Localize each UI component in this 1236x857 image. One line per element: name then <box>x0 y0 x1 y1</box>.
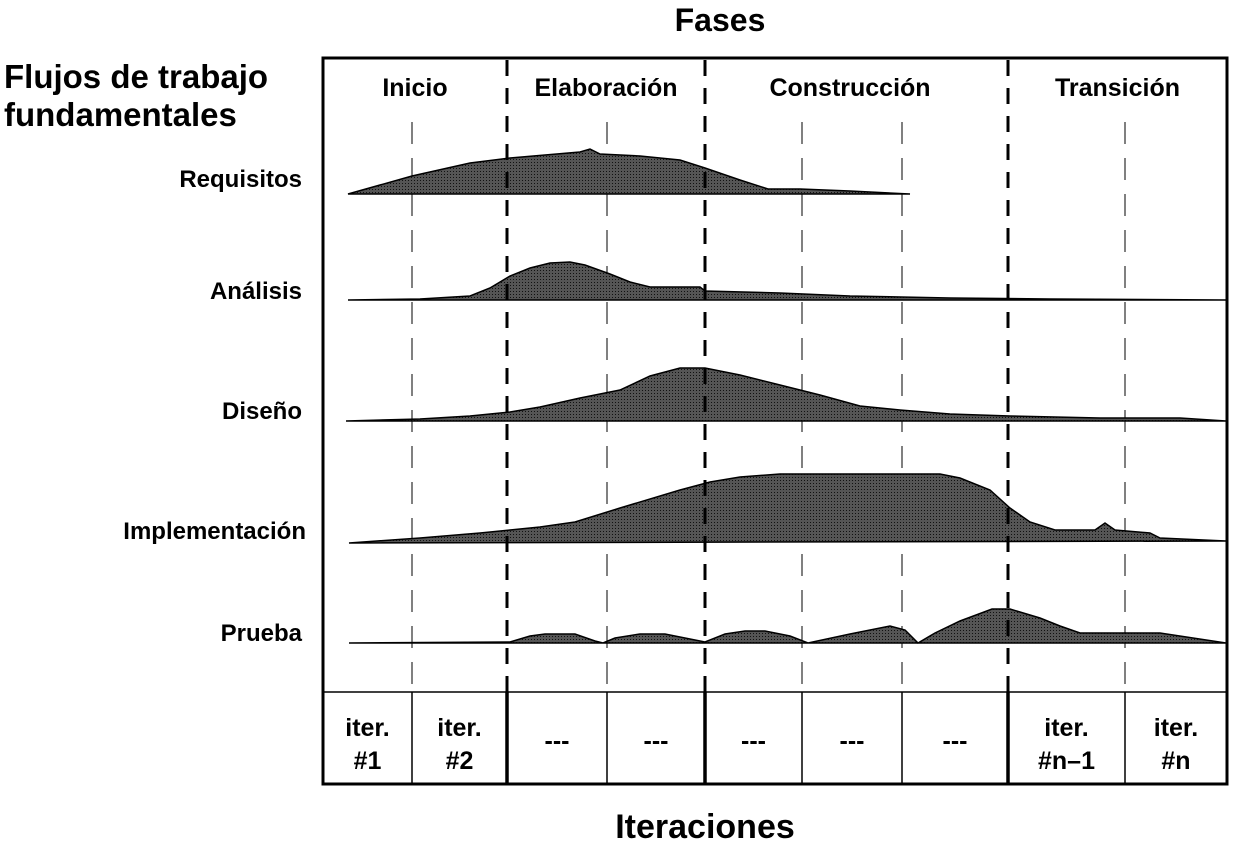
iteration-line2: #1 <box>353 747 382 775</box>
iteration-cell-separators <box>411 692 1126 784</box>
workflows-title: Flujos de trabajo fundamentales <box>4 58 268 134</box>
phase-boundaries <box>505 60 1010 692</box>
iteration-gridlines <box>411 122 1126 692</box>
phase-label-inicio: Inicio <box>382 74 448 102</box>
iteration-line1: --- <box>942 727 968 755</box>
iteration-cell: --- <box>607 725 705 758</box>
iteration-cell: iter. #2 <box>412 712 507 778</box>
iteration-line2: #n–1 <box>1038 747 1095 775</box>
iteration-line1: --- <box>544 727 570 755</box>
iteration-cell: iter. #1 <box>323 712 412 778</box>
workflow-label-analisis: Análisis <box>209 278 302 305</box>
workflow-label-diseno: Diseño <box>221 398 302 425</box>
iteration-line1: iter. <box>1044 714 1089 742</box>
iteration-line1: iter. <box>345 714 390 742</box>
iteration-cell: --- <box>705 725 802 758</box>
phases-title: Fases <box>674 2 766 38</box>
iteration-line1: iter. <box>1153 714 1199 742</box>
iteration-line1: --- <box>741 727 766 755</box>
curve-prueba <box>348 608 1227 644</box>
diagram-frame <box>321 56 1229 786</box>
iteration-cell: --- <box>507 725 607 758</box>
iteration-line1: --- <box>643 727 669 755</box>
iteration-cell: --- <box>802 725 902 758</box>
iteration-line2: #n <box>1161 747 1191 775</box>
iterations-title: Iteraciones <box>615 808 795 846</box>
workflow-curves <box>345 148 1227 644</box>
iteration-cell: iter. #n <box>1125 712 1227 778</box>
curve-analisis <box>347 261 1227 301</box>
curve-diseno <box>345 367 1227 422</box>
phase-label-construccion: Construcción <box>769 74 931 102</box>
iteration-line1: --- <box>839 727 865 755</box>
workflows-title-line2: fundamentales <box>4 96 237 133</box>
iteration-cell: --- <box>902 725 1008 758</box>
workflows-title-line1: Flujos de trabajo <box>4 58 269 95</box>
curve-implementacion <box>348 473 1227 544</box>
curve-requisitos <box>347 148 911 195</box>
workflow-label-implementacion: Implementación <box>123 518 306 545</box>
workflow-label-prueba: Prueba <box>220 620 302 647</box>
iteration-line2: #2 <box>445 747 474 775</box>
workflow-label-requisitos: Requisitos <box>179 166 302 193</box>
phase-label-transicion: Transición <box>1054 74 1181 102</box>
iteration-cell: iter. #n–1 <box>1008 712 1125 778</box>
iteration-line1: iter. <box>437 714 482 742</box>
phase-label-elaboracion: Elaboración <box>534 74 678 102</box>
